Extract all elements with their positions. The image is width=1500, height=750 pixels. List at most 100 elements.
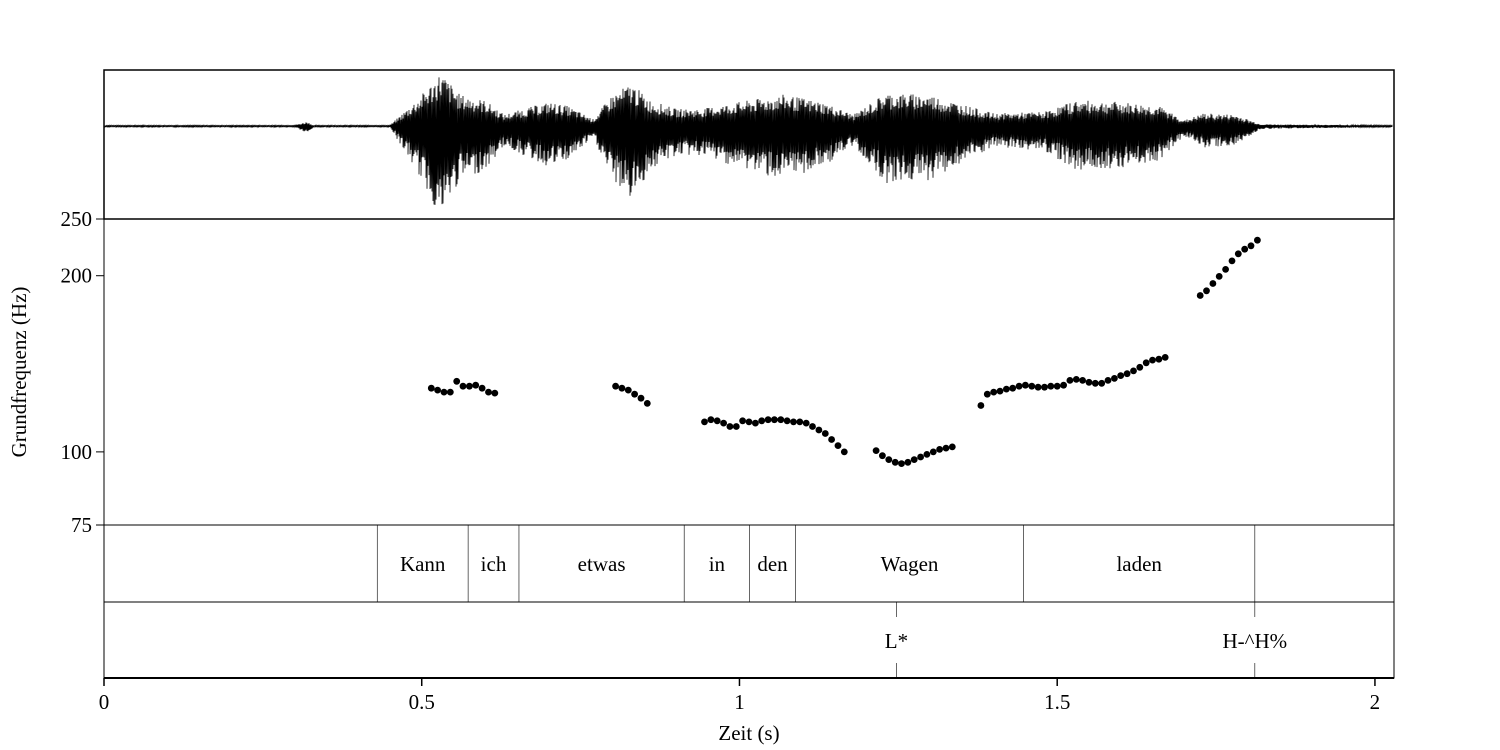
pitch-point bbox=[929, 448, 937, 456]
pitch-point bbox=[1085, 378, 1093, 386]
tone-marks: L* H-^H% bbox=[885, 602, 1287, 678]
pitch-point bbox=[990, 388, 998, 396]
pitch-point bbox=[917, 453, 924, 461]
word-label: etwas bbox=[578, 552, 626, 576]
pitch-point bbox=[1104, 377, 1112, 384]
y-axis-title: Grundfrequenz (Hz) bbox=[7, 287, 31, 458]
pitch-point bbox=[1034, 383, 1042, 391]
tone-tier: L* H-^H% bbox=[103, 601, 1395, 679]
y-tick-label: 200 bbox=[61, 264, 93, 288]
pitch-point bbox=[491, 389, 499, 397]
x-tick-label: 0.5 bbox=[409, 690, 435, 714]
pitch-point bbox=[446, 388, 454, 396]
tone-tier-frame bbox=[103, 601, 1395, 679]
pitch-point bbox=[948, 443, 956, 451]
word-label: den bbox=[757, 552, 788, 576]
pitch-point bbox=[904, 458, 912, 466]
pitch-point bbox=[1111, 375, 1118, 382]
word-label: laden bbox=[1116, 552, 1162, 576]
word-label: ich bbox=[481, 552, 507, 576]
pitch-point bbox=[977, 402, 985, 409]
pitch-point bbox=[1222, 266, 1229, 273]
pitch-points bbox=[427, 236, 1261, 467]
pitch-point bbox=[1098, 379, 1106, 387]
pitch-point bbox=[796, 418, 804, 426]
pitch-point bbox=[701, 418, 708, 426]
pitch-point bbox=[790, 418, 797, 426]
pitch-point bbox=[1247, 242, 1255, 250]
x-axis-ticks: 0 0.5 1 1.5 2 bbox=[99, 678, 1380, 714]
y-tick-label: 250 bbox=[61, 207, 93, 231]
pitch-point bbox=[1241, 245, 1249, 253]
pitch-point bbox=[434, 386, 441, 394]
pitch-point bbox=[459, 382, 467, 390]
word-label: Kann bbox=[400, 552, 446, 576]
pitch-point bbox=[472, 381, 480, 389]
pitch-point bbox=[720, 419, 727, 427]
pitch-point bbox=[771, 416, 778, 424]
x-tick-label: 1.5 bbox=[1044, 690, 1070, 714]
pitch-point bbox=[1161, 354, 1169, 361]
pitch-point bbox=[923, 451, 931, 458]
pitch-point bbox=[1215, 273, 1223, 280]
tone-label: H-^H% bbox=[1222, 629, 1287, 653]
pitch-point bbox=[1091, 379, 1099, 387]
pitch-point bbox=[983, 390, 991, 398]
pitch-point bbox=[427, 384, 435, 392]
waveform-panel bbox=[103, 69, 1395, 220]
pitch-point bbox=[1203, 287, 1210, 295]
pitch-point bbox=[1060, 381, 1067, 389]
pitch-point bbox=[885, 456, 893, 463]
pitch-point bbox=[828, 436, 835, 443]
pitch-point bbox=[777, 416, 785, 424]
pitch-point bbox=[643, 400, 651, 407]
x-tick-label: 2 bbox=[1370, 690, 1381, 714]
pitch-point bbox=[942, 444, 950, 452]
pitch-point bbox=[726, 423, 734, 430]
pitch-point bbox=[1155, 355, 1163, 363]
pitch-point bbox=[1136, 363, 1144, 371]
pitch-point bbox=[713, 417, 721, 425]
pitch-point bbox=[745, 418, 753, 426]
pitch-point bbox=[815, 426, 823, 434]
pitch-point bbox=[1079, 377, 1086, 384]
pitch-point bbox=[834, 442, 842, 449]
pitch-point bbox=[1228, 257, 1236, 265]
pitch-point bbox=[1041, 383, 1048, 391]
waveform-trace bbox=[104, 77, 1393, 205]
pitch-panel bbox=[103, 218, 1395, 526]
pitch-point bbox=[485, 388, 492, 396]
pitch-point bbox=[1003, 385, 1010, 393]
y-tick-label: 100 bbox=[61, 440, 93, 464]
pitch-point bbox=[1142, 359, 1150, 367]
pitch-point bbox=[898, 460, 905, 467]
pitch-point bbox=[1130, 367, 1137, 375]
word-tier-frame bbox=[103, 524, 1395, 603]
pitch-point bbox=[707, 416, 715, 424]
pitch-point bbox=[891, 458, 899, 466]
pitch-point bbox=[618, 384, 626, 392]
pitch-point bbox=[1053, 382, 1061, 390]
pitch-point bbox=[1123, 370, 1131, 378]
pitch-point bbox=[752, 419, 759, 427]
pitch-point bbox=[1254, 236, 1261, 244]
pitch-point bbox=[739, 417, 746, 425]
pitch-point bbox=[631, 390, 638, 398]
pitch-point bbox=[783, 417, 791, 425]
pitch-plot-frame bbox=[103, 218, 1395, 526]
pitch-point bbox=[840, 448, 848, 456]
x-axis-title: Zeit (s) bbox=[718, 721, 779, 745]
pitch-point bbox=[440, 388, 448, 396]
pitch-point bbox=[1149, 356, 1156, 364]
pitch-point bbox=[1009, 384, 1017, 392]
pitch-point bbox=[1209, 280, 1217, 287]
pitch-point bbox=[612, 382, 619, 390]
pitch-point bbox=[1066, 377, 1074, 384]
pitch-point bbox=[732, 423, 740, 430]
pitch-point bbox=[1117, 372, 1125, 379]
pitch-point bbox=[821, 430, 829, 437]
pitch-point bbox=[624, 386, 632, 394]
word-label: Wagen bbox=[881, 552, 939, 576]
pitch-point bbox=[1047, 382, 1055, 390]
